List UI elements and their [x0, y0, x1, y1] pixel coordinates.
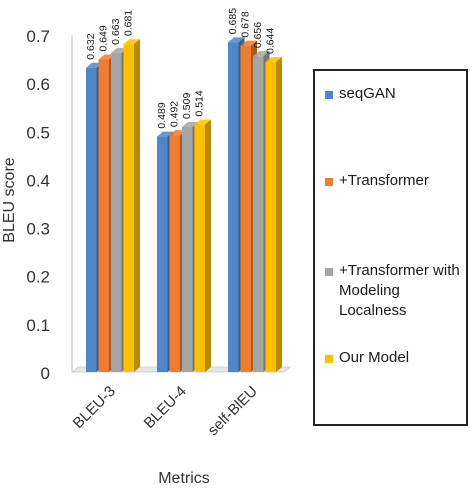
value-label: 0.678 [240, 11, 252, 37]
value-label: 0.681 [123, 10, 135, 36]
bar-our-model-self-bleu [265, 56, 282, 373]
value-label: 0.656 [252, 22, 264, 48]
value-label: 0.632 [85, 33, 97, 59]
y-tick-label: 0.1 [26, 316, 50, 335]
value-label: 0.685 [227, 8, 239, 34]
y-tick-label: 0.2 [26, 268, 50, 287]
value-label: 0.663 [110, 18, 122, 44]
value-label: 0.492 [169, 101, 181, 127]
legend-swatch-transformer [325, 178, 333, 186]
y-tick-label: 0.4 [26, 171, 50, 190]
value-label: 0.509 [181, 93, 193, 119]
legend: seqGAN +Transformer +Transformer with Mo… [313, 69, 468, 426]
x-tick-label: BLEU-3 [70, 383, 119, 432]
x-tick-label: self-BlEU [205, 383, 261, 439]
y-tick-label: 0 [41, 364, 50, 383]
legend-swatch-transformer-localness [325, 268, 333, 276]
value-label: 0.514 [194, 90, 206, 116]
legend-label: +Transformer [339, 172, 429, 189]
legend-swatch-seqgan [325, 91, 333, 99]
bar-our-model-bleu-3 [123, 39, 140, 372]
legend-item-transformer-localness: +Transformer with Modeling Localness [325, 261, 467, 321]
legend-label: +Transformer with Modeling Localness [339, 262, 460, 319]
legend-item-seqgan: seqGAN [325, 84, 467, 104]
value-label: 0.489 [156, 102, 168, 128]
y-tick-label: 0.6 [26, 75, 50, 94]
x-axis-title: Metrics [158, 470, 210, 487]
value-label: 0.644 [265, 28, 277, 54]
value-labels: 0.632 0.489 0.685 0.649 0.492 0.678 0.663 0.509… [85, 8, 277, 129]
legend-item-transformer: +Transformer [325, 171, 467, 191]
x-tick-label: BLEU-4 [141, 383, 190, 432]
legend-label: seqGAN [339, 85, 396, 102]
y-axis-title: BLEU score [1, 157, 18, 242]
y-tick-label: 0.3 [26, 220, 50, 239]
x-axis-ticks: BLEU-3 BLEU-4 self-BlEU [70, 383, 261, 439]
y-axis-ticks: 0 0.1 0.2 0.3 0.4 0.5 0.6 0.7 [26, 27, 50, 383]
value-label: 0.649 [98, 25, 110, 51]
legend-item-our-model: Our Model [325, 348, 467, 368]
y-tick-label: 0.5 [26, 123, 50, 142]
legend-swatch-our-model [325, 355, 333, 363]
bars [86, 37, 282, 373]
y-tick-label: 0.7 [26, 27, 50, 46]
legend-label: Our Model [339, 349, 410, 366]
bar-our-model-bleu-4 [194, 119, 211, 372]
